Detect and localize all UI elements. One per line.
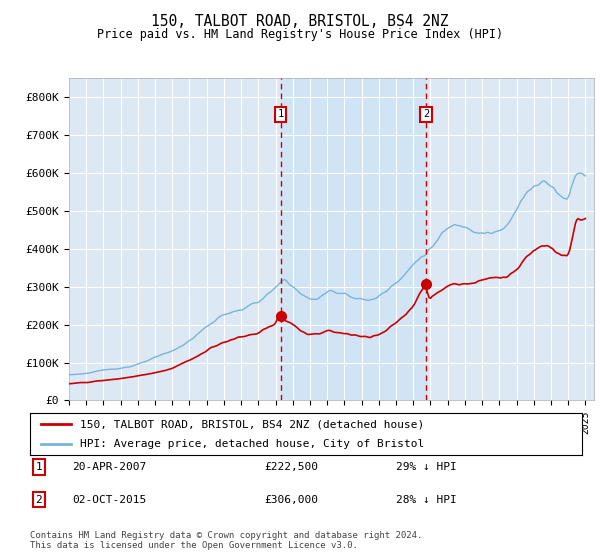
Text: 1: 1 [35,462,43,472]
Text: 150, TALBOT ROAD, BRISTOL, BS4 2NZ: 150, TALBOT ROAD, BRISTOL, BS4 2NZ [151,14,449,29]
Text: 2: 2 [423,109,429,119]
Bar [281,78,426,400]
Text: Price paid vs. HM Land Registry's House Price Index (HPI): Price paid vs. HM Land Registry's House … [97,28,503,41]
Text: Contains HM Land Registry data © Crown copyright and database right 2024.
This d: Contains HM Land Registry data © Crown c… [30,530,422,550]
Text: £222,500: £222,500 [264,462,318,472]
Text: 1: 1 [278,109,284,119]
Text: HPI: Average price, detached house, City of Bristol: HPI: Average price, detached house, City… [80,439,424,449]
Text: 2: 2 [35,494,43,505]
Text: 28% ↓ HPI: 28% ↓ HPI [396,494,457,505]
Text: 150, TALBOT ROAD, BRISTOL, BS4 2NZ (detached house): 150, TALBOT ROAD, BRISTOL, BS4 2NZ (deta… [80,419,424,430]
Text: 02-OCT-2015: 02-OCT-2015 [72,494,146,505]
Text: £306,000: £306,000 [264,494,318,505]
Text: 29% ↓ HPI: 29% ↓ HPI [396,462,457,472]
Text: 20-APR-2007: 20-APR-2007 [72,462,146,472]
